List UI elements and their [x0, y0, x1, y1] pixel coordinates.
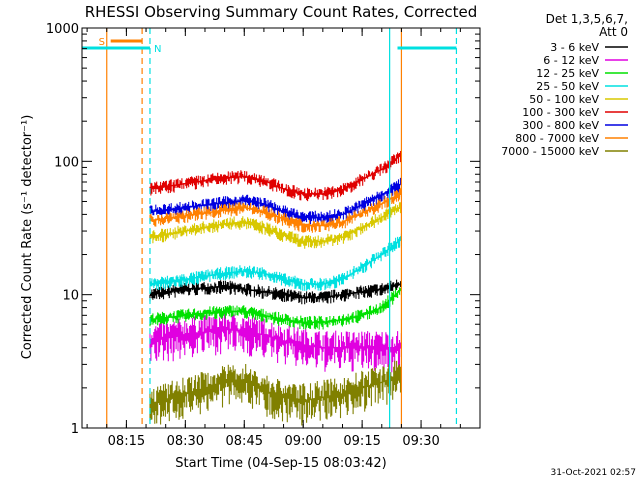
footer-date: 31-Oct-2021 02:57	[551, 468, 636, 478]
night-label: N	[154, 44, 161, 55]
legend-item-label: 12 - 25 keV	[536, 67, 599, 80]
series-5	[149, 202, 402, 249]
y-tick-label: 1000	[46, 22, 79, 37]
y-tick-label: 1	[71, 422, 79, 437]
x-tick-label: 09:15	[343, 434, 380, 449]
series-line	[149, 328, 402, 349]
y-tick-label: 10	[62, 289, 79, 304]
series-line	[149, 154, 402, 195]
series-trace	[149, 312, 402, 373]
legend-item-label: 25 - 50 keV	[536, 80, 599, 93]
saa-label: S	[99, 37, 105, 48]
y-tick-label: 100	[54, 155, 79, 170]
series-trace	[149, 233, 402, 291]
series-layer	[149, 151, 402, 426]
series-4	[149, 233, 402, 291]
series-6	[149, 151, 402, 202]
series-trace	[149, 151, 402, 202]
series-line	[149, 205, 402, 243]
series-1	[149, 279, 402, 305]
x-axis-label: Start Time (04-Sep-15 08:03:42)	[175, 456, 386, 471]
x-tick-label: 08:15	[108, 434, 145, 449]
series-line	[149, 192, 402, 227]
series-2	[149, 312, 402, 373]
legend-item-label: 3 - 6 keV	[550, 41, 599, 54]
x-tick-label: 08:45	[226, 434, 263, 449]
series-line	[149, 288, 402, 323]
legend-item-label: 300 - 800 keV	[522, 119, 599, 132]
legend-item-label: 6 - 12 keV	[543, 54, 599, 67]
legend-header-line-1: Det 1,3,5,6,7,	[546, 12, 628, 26]
legend-item-label: 7000 - 15000 keV	[501, 145, 599, 158]
series-line	[149, 283, 402, 299]
series-line	[149, 374, 402, 406]
x-tick-label: 09:30	[402, 434, 439, 449]
series-8	[149, 187, 402, 233]
x-tick-label: 08:30	[167, 434, 204, 449]
legend-item-label: 50 - 100 keV	[529, 93, 599, 106]
series-trace	[149, 360, 402, 426]
series-9	[149, 360, 402, 426]
legend-item-label: 100 - 300 keV	[522, 106, 599, 119]
legend-header-line-2: Att 0	[599, 25, 628, 39]
legend-item-label: 800 - 7000 keV	[515, 132, 599, 145]
series-line	[149, 183, 402, 219]
x-tick-label: 09:00	[284, 434, 321, 449]
axes-layer: 1 10 100 1000 08:15 08:30 08:45 09:00 09:15 09:30	[46, 22, 481, 449]
annotation-layer: SN	[82, 28, 458, 428]
y-axis-label: Corrected Count Rate (s⁻¹ detector⁻¹)	[20, 115, 35, 360]
chart-title: RHESSI Observing Summary Count Rates, Co…	[85, 3, 478, 21]
plot-frame	[81, 27, 481, 429]
series-line	[149, 238, 402, 285]
